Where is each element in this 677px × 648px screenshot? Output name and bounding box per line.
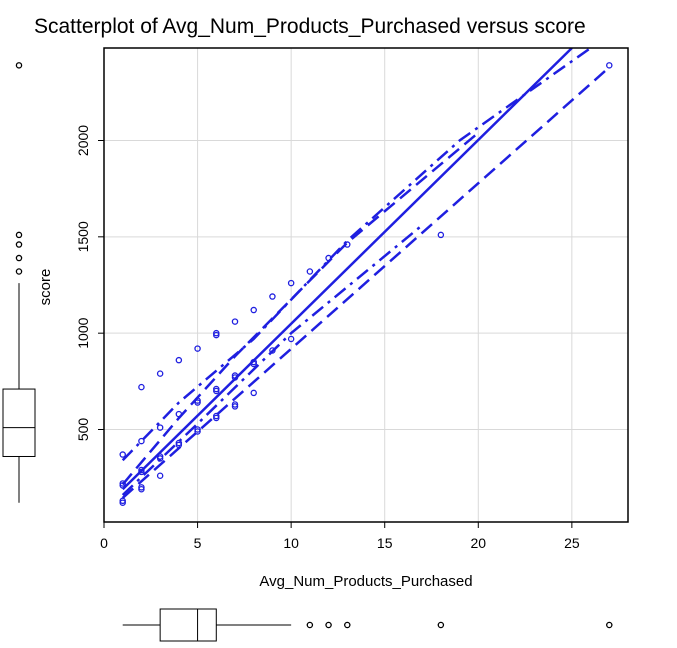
plot-frame bbox=[103, 47, 629, 523]
data-point bbox=[269, 347, 276, 354]
y-tick-label: 1000 bbox=[75, 317, 91, 348]
y-box-outlier bbox=[15, 62, 23, 69]
data-point bbox=[287, 335, 295, 343]
data-point bbox=[156, 370, 164, 377]
data-point bbox=[437, 231, 445, 239]
x-box-outlier bbox=[606, 621, 613, 629]
x-tick-label: 10 bbox=[283, 535, 299, 551]
y-tick-label: 500 bbox=[75, 418, 91, 442]
data-point bbox=[213, 329, 220, 337]
y-box-outlier bbox=[15, 241, 23, 248]
data-point bbox=[175, 439, 183, 447]
x-box bbox=[159, 608, 217, 642]
data-point bbox=[156, 472, 164, 480]
data-point bbox=[138, 437, 145, 445]
data-point bbox=[138, 466, 145, 474]
x-tick-label: 5 bbox=[194, 535, 202, 551]
line-dashdot bbox=[121, 224, 423, 496]
x-tick-label: 25 bbox=[564, 535, 580, 551]
data-point bbox=[119, 497, 126, 505]
x-box-outlier bbox=[325, 621, 332, 629]
y-box-outlier bbox=[15, 254, 23, 262]
data-point bbox=[231, 401, 239, 408]
data-point bbox=[119, 451, 126, 458]
data-point bbox=[138, 383, 145, 391]
y-axis-label: score bbox=[37, 269, 54, 306]
data-point bbox=[138, 484, 145, 491]
line-solid bbox=[121, 48, 573, 491]
data-point bbox=[175, 356, 183, 364]
x-box-outlier bbox=[437, 621, 445, 629]
data-point bbox=[344, 241, 351, 248]
line-dashed bbox=[121, 131, 480, 486]
data-point bbox=[231, 318, 239, 325]
data-point bbox=[306, 268, 314, 275]
data-point bbox=[325, 254, 332, 262]
x-marginal-boxplot bbox=[122, 608, 613, 642]
data-point bbox=[156, 453, 164, 460]
data-point bbox=[156, 424, 164, 431]
line-dashdot bbox=[121, 48, 592, 462]
x-tick-label: 0 bbox=[100, 535, 108, 551]
data-point bbox=[213, 412, 220, 420]
data-point bbox=[119, 480, 126, 487]
y-tick-label: 1500 bbox=[75, 221, 91, 252]
data-point bbox=[231, 372, 239, 379]
x-tick-label: 20 bbox=[470, 535, 486, 551]
x-box-outlier bbox=[344, 621, 351, 629]
data-point bbox=[606, 62, 613, 69]
y-marginal-boxplot bbox=[2, 62, 36, 503]
axes: 0 5 10 15 20 25 500 1000 1500 2000 bbox=[75, 47, 629, 551]
y-tick-label: 2000 bbox=[75, 125, 91, 156]
data-point bbox=[175, 410, 183, 418]
data-point bbox=[194, 397, 201, 404]
y-box bbox=[2, 388, 36, 457]
data-point bbox=[213, 385, 220, 393]
line-dashed bbox=[121, 66, 611, 499]
x-tick-label: 15 bbox=[377, 535, 393, 551]
data-point bbox=[194, 426, 201, 433]
data-point bbox=[194, 345, 201, 352]
data-points bbox=[119, 62, 613, 506]
x-axis-label: Avg_Num_Products_Purchased bbox=[259, 573, 472, 590]
data-point bbox=[250, 389, 257, 397]
data-point bbox=[250, 358, 257, 366]
x-box-outlier bbox=[306, 621, 314, 629]
y-box-outlier bbox=[15, 268, 23, 275]
y-box-outlier bbox=[15, 231, 23, 239]
data-point bbox=[250, 306, 257, 314]
data-point bbox=[269, 293, 276, 300]
chart-title: Scatterplot of Avg_Num_Products_Purchase… bbox=[34, 15, 586, 38]
data-point bbox=[287, 279, 295, 287]
